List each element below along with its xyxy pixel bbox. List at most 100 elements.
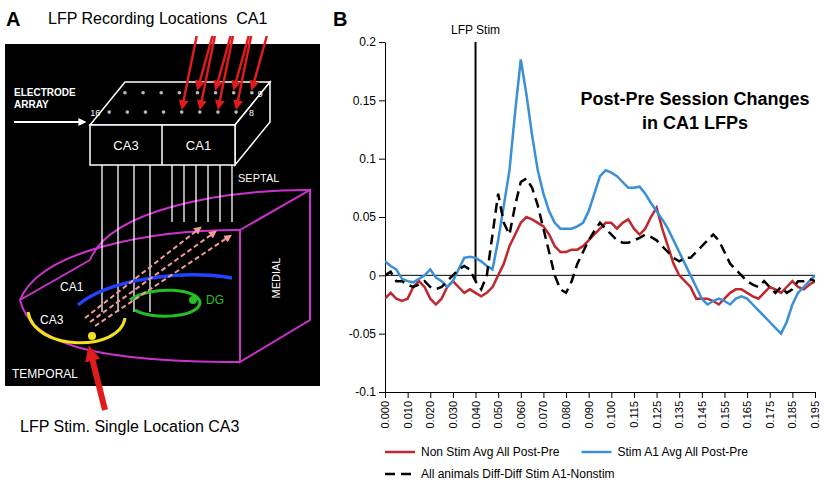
- tick-mark: [430, 392, 431, 398]
- projection-arrow: [90, 232, 215, 322]
- tick-mark: [747, 392, 748, 398]
- panel-label: A: [6, 8, 20, 30]
- x-tick: 0.125: [651, 392, 663, 429]
- axis-line: [385, 43, 386, 393]
- tick-label: 0.080: [560, 401, 572, 429]
- tick-mark: [379, 217, 385, 218]
- array-number: 8: [249, 108, 254, 118]
- tick-mark: [498, 392, 499, 398]
- tick-label: 0.165: [741, 401, 753, 429]
- tick-mark: [379, 392, 385, 393]
- dg-layer: [130, 290, 200, 316]
- electrode-wire: [195, 165, 196, 222]
- x-tick: 0.020: [424, 392, 436, 429]
- tick-mark: [379, 100, 385, 101]
- region-label: CA1: [60, 280, 84, 294]
- tick-mark: [657, 392, 658, 398]
- electrode-wire: [183, 165, 184, 222]
- x-tick: 0.100: [605, 392, 617, 429]
- tick-mark: [379, 275, 385, 276]
- tick-label: 0.15: [353, 94, 377, 108]
- legend-swatch: [385, 451, 415, 454]
- tick-mark: [724, 392, 725, 398]
- hippocampus-outline: [90, 190, 310, 260]
- electrode: [198, 110, 202, 114]
- tick-label: 0.145: [696, 401, 708, 429]
- diagram-title: LFP Recording Locations CA1: [48, 10, 267, 27]
- legend: Non Stim Avg All Post-PreStim A1 Avg All…: [385, 445, 748, 481]
- hippocampus-outline: [240, 190, 310, 362]
- legend-label: Non Stim Avg All Post-Pre: [421, 445, 560, 459]
- projection-arrow: [85, 228, 200, 318]
- text-line: Post-Pre Session Changes: [580, 89, 809, 109]
- electrode-wire: [133, 165, 134, 312]
- tick-label: 0.195: [809, 401, 821, 429]
- electrode: [178, 91, 182, 95]
- text-line: ARRAY: [14, 99, 49, 110]
- x-tick: 0.010: [402, 392, 414, 429]
- tick-mark: [634, 392, 635, 398]
- legend-swatch: [385, 473, 415, 476]
- annotation: LFP Stim: [451, 23, 500, 37]
- tick-label: 0.115: [628, 401, 640, 428]
- array-section: CA3: [113, 138, 138, 153]
- tick-mark: [379, 42, 385, 43]
- electrode: [159, 91, 163, 95]
- electrode: [144, 110, 148, 114]
- y-tick: 0.05: [353, 210, 385, 224]
- x-tick: 0.000: [379, 392, 391, 429]
- array-pointer: [14, 121, 84, 123]
- tick-label: 0.090: [583, 401, 595, 429]
- tick-label: 0: [369, 269, 376, 283]
- y-tick: 0: [369, 269, 385, 283]
- x-tick: 0.165: [741, 392, 753, 429]
- electrode: [126, 110, 130, 114]
- tick-mark: [702, 392, 703, 398]
- tick-label: 0.135: [673, 401, 685, 429]
- electrode: [216, 110, 220, 114]
- tick-label: 0.125: [651, 401, 663, 429]
- direction-label: TEMPORAL: [12, 367, 78, 381]
- ca3-cell: [88, 332, 96, 340]
- electrode-wire: [219, 165, 220, 222]
- recording-arrow: [216, 36, 230, 88]
- zero-line: [385, 275, 815, 276]
- panel-b: B-0.1-0.0500.050.10.150.20.0000.0100.020…: [333, 8, 821, 481]
- text-line: ELECTRODE: [14, 87, 76, 98]
- tick-label: 0.020: [424, 401, 436, 429]
- axis-line: [386, 392, 816, 393]
- tick-label: 0.175: [764, 401, 776, 429]
- electrode: [214, 91, 218, 95]
- tick-label: 0.155: [718, 401, 730, 429]
- x-axis: 0.0000.0100.0200.0300.0400.0500.0600.070…: [379, 392, 821, 429]
- tick-label: 0.100: [605, 401, 617, 429]
- tick-mark: [453, 392, 454, 398]
- electrode: [141, 91, 145, 95]
- x-tick: 0.070: [537, 392, 549, 429]
- region-label: CA3: [40, 313, 64, 327]
- electrode: [180, 110, 184, 114]
- tick-mark: [792, 392, 793, 398]
- diagram-background: [5, 44, 320, 386]
- x-tick: 0.060: [515, 392, 527, 429]
- tick-label: 0.060: [515, 401, 527, 429]
- recording-arrow: [252, 36, 266, 88]
- tick-label: 0.070: [537, 401, 549, 429]
- tick-label: 0.05: [353, 210, 377, 224]
- tick-mark: [379, 334, 385, 335]
- tick-label: 0.030: [447, 401, 459, 429]
- y-tick: 0.15: [353, 94, 385, 108]
- hippocampus-outline: [20, 260, 90, 300]
- array-number: 16: [90, 108, 100, 118]
- legend-label: All animals Diff-Diff Stim A1-Nonstim: [421, 467, 615, 481]
- electrode-wire: [117, 165, 118, 312]
- figure: A LFP Recording Locations CA1 9 16 8 CA3 CA1 EL…: [0, 0, 840, 501]
- x-tick: 0.195: [809, 392, 821, 429]
- array-number: 9: [258, 89, 263, 99]
- tick-label: -0.1: [355, 385, 376, 399]
- legend-entry: Non Stim Avg All Post-Pre: [385, 445, 560, 459]
- array-section: CA1: [186, 138, 211, 153]
- tick-label: 0.2: [359, 35, 376, 49]
- tick-label: 0.050: [492, 401, 504, 429]
- electrode: [196, 91, 200, 95]
